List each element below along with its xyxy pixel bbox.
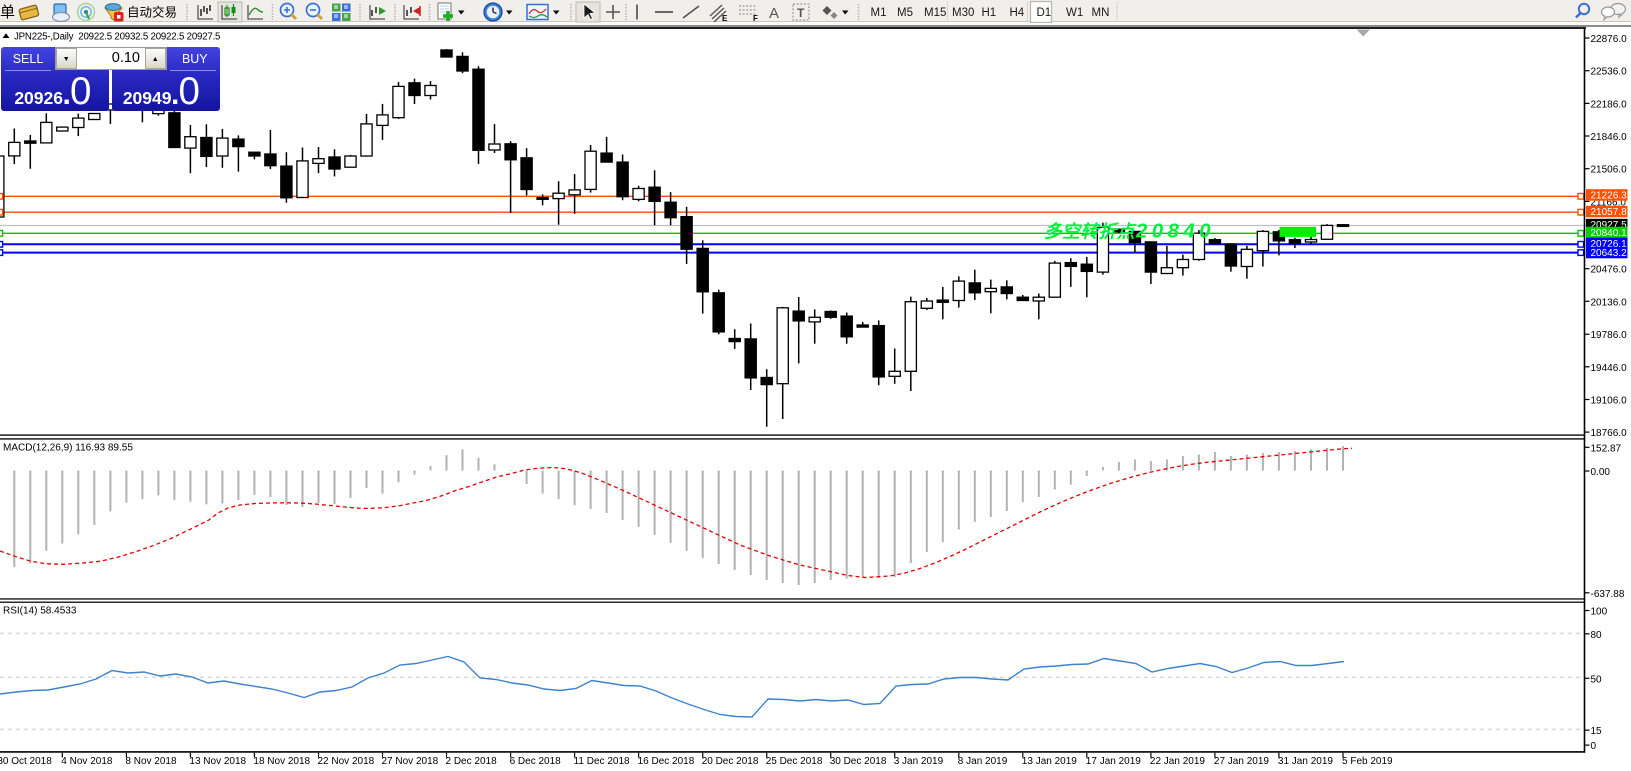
svg-text:22 Nov 2018: 22 Nov 2018 <box>318 756 375 767</box>
svg-text:T: T <box>797 6 805 20</box>
svg-text:22 Jan 2019: 22 Jan 2019 <box>1150 756 1205 767</box>
svg-text:13 Jan 2019: 13 Jan 2019 <box>1022 756 1077 767</box>
svg-text:MN: MN <box>1092 7 1110 19</box>
svg-text:27 Jan 2019: 27 Jan 2019 <box>1214 756 1269 767</box>
svg-text:31 Jan 2019: 31 Jan 2019 <box>1278 756 1333 767</box>
svg-text:19786.0: 19786.0 <box>1591 330 1628 341</box>
svg-text:6 Dec 2018: 6 Dec 2018 <box>510 756 562 767</box>
svg-text:4 Nov 2018: 4 Nov 2018 <box>61 756 113 767</box>
svg-text:0: 0 <box>70 70 91 111</box>
svg-text:.: . <box>63 78 71 111</box>
svg-text:100: 100 <box>1591 607 1608 618</box>
svg-text:8 Nov 2018: 8 Nov 2018 <box>125 756 177 767</box>
svg-text:H1: H1 <box>982 7 997 19</box>
svg-text:21226.3: 21226.3 <box>1591 191 1628 202</box>
svg-text:13 Nov 2018: 13 Nov 2018 <box>189 756 246 767</box>
svg-text:0: 0 <box>1591 741 1597 752</box>
svg-text:A: A <box>769 5 779 22</box>
svg-text:21846.0: 21846.0 <box>1591 132 1628 143</box>
svg-text:M30: M30 <box>952 7 974 19</box>
svg-text:16 Dec 2018: 16 Dec 2018 <box>638 756 695 767</box>
svg-text:20927.5: 20927.5 <box>1591 220 1628 231</box>
svg-text:-637.88: -637.88 <box>1591 589 1625 600</box>
svg-text:80: 80 <box>1591 630 1603 641</box>
svg-text:20726.1: 20726.1 <box>1591 239 1628 250</box>
svg-text:152.87: 152.87 <box>1591 443 1622 454</box>
svg-text:0: 0 <box>179 70 200 111</box>
svg-text:17 Jan 2019: 17 Jan 2019 <box>1086 756 1141 767</box>
svg-text:22536.0: 22536.0 <box>1591 67 1628 78</box>
svg-text:3 Jan 2019: 3 Jan 2019 <box>894 756 944 767</box>
svg-text:30 Dec 2018: 30 Dec 2018 <box>830 756 887 767</box>
svg-text:25 Dec 2018: 25 Dec 2018 <box>766 756 823 767</box>
svg-text:单: 单 <box>0 4 15 21</box>
svg-text:JPN225-,Daily 20922.5 20932.5: JPN225-,Daily 20922.5 20932.5 20922.5 20… <box>14 32 220 43</box>
svg-text:11 Dec 2018: 11 Dec 2018 <box>574 756 630 767</box>
svg-text:20949: 20949 <box>123 88 172 108</box>
svg-text:18 Nov 2018: 18 Nov 2018 <box>253 756 310 767</box>
svg-text:20643.2: 20643.2 <box>1591 248 1628 259</box>
svg-text:E: E <box>722 14 728 23</box>
svg-text:22186.0: 22186.0 <box>1591 99 1628 110</box>
svg-text:F: F <box>753 14 758 23</box>
svg-text:21506.0: 21506.0 <box>1591 165 1628 176</box>
svg-text:5 Feb 2019: 5 Feb 2019 <box>1342 756 1393 767</box>
svg-text:50: 50 <box>1591 674 1603 685</box>
svg-text:19106.0: 19106.0 <box>1591 396 1628 407</box>
svg-text:20926: 20926 <box>14 88 63 108</box>
svg-text:15: 15 <box>1591 726 1603 737</box>
svg-text:M1: M1 <box>871 7 887 19</box>
svg-text:MACD(12,26,9) 116.93 89.55: MACD(12,26,9) 116.93 89.55 <box>3 443 133 454</box>
svg-text:20840.1: 20840.1 <box>1591 228 1628 239</box>
svg-text:18766.0: 18766.0 <box>1591 428 1628 439</box>
svg-text:自动交易: 自动交易 <box>127 5 177 20</box>
svg-text:20 Dec 2018: 20 Dec 2018 <box>702 756 759 767</box>
svg-text:W1: W1 <box>1066 7 1083 19</box>
svg-text:H4: H4 <box>1010 7 1025 19</box>
svg-text:2 Dec 2018: 2 Dec 2018 <box>446 756 498 767</box>
svg-text:20476.0: 20476.0 <box>1591 265 1628 276</box>
svg-text:20136.0: 20136.0 <box>1591 297 1628 308</box>
svg-text:8 Jan 2019: 8 Jan 2019 <box>958 756 1008 767</box>
svg-text:M15: M15 <box>924 7 946 19</box>
svg-text:30 Oct 2018: 30 Oct 2018 <box>0 756 52 767</box>
svg-text:M5: M5 <box>897 7 913 19</box>
svg-text:21166.0: 21166.0 <box>1591 197 1627 208</box>
svg-text:.: . <box>171 78 179 111</box>
svg-text:0.00: 0.00 <box>1591 467 1611 478</box>
svg-text:多空转折点20840: 多空转折点20840 <box>1044 220 1215 243</box>
svg-text:19446.0: 19446.0 <box>1591 363 1628 374</box>
svg-text:RSI(14) 58.4533: RSI(14) 58.4533 <box>3 606 77 617</box>
svg-text:21057.8: 21057.8 <box>1591 207 1628 218</box>
svg-text:22876.0: 22876.0 <box>1591 34 1628 45</box>
svg-text:D1: D1 <box>1037 7 1052 19</box>
svg-text:27 Nov 2018: 27 Nov 2018 <box>382 756 439 767</box>
